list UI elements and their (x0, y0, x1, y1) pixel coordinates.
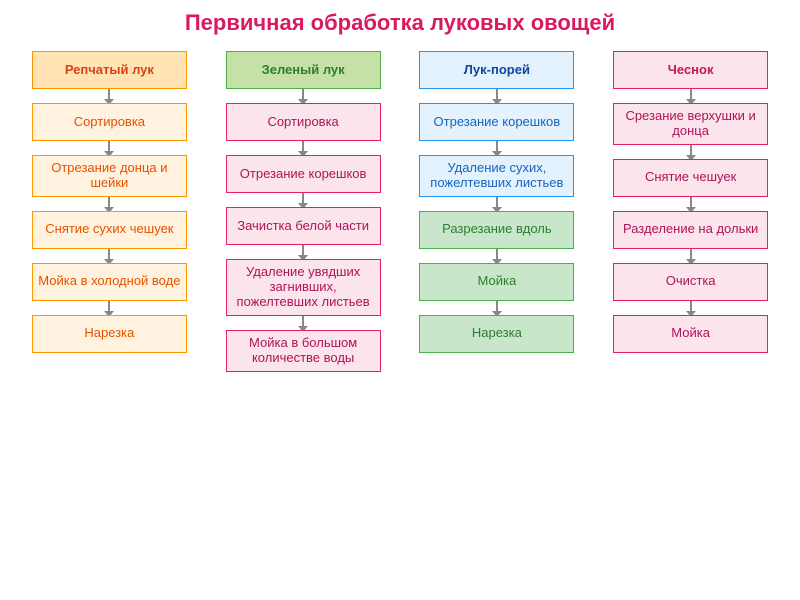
step-node: Снятие чешуек (613, 159, 768, 197)
step-node: Срезание верхушки и донца (613, 103, 768, 145)
step-node: Разрезание вдоль (419, 211, 574, 249)
page-title: Первичная обработка луковых овощей (20, 10, 780, 36)
step-node: Удаление увядших загнивших, пожелтевших … (226, 259, 381, 316)
step-node: Нарезка (32, 315, 187, 353)
arrow (686, 301, 696, 315)
column-leek: Лук-порей Отрезание корешков Удаление су… (408, 51, 587, 372)
column-green-onion: Зеленый лук Сортировка Отрезание корешко… (214, 51, 393, 372)
header-garlic: Чеснок (613, 51, 768, 89)
step-node: Мойка (419, 263, 574, 301)
header-leek: Лук-порей (419, 51, 574, 89)
step-node: Мойка (613, 315, 768, 353)
arrow (298, 193, 308, 207)
step-node: Мойка в холодной воде (32, 263, 187, 301)
arrow (686, 89, 696, 103)
column-garlic: Чеснок Срезание верхушки и донца Снятие … (601, 51, 780, 372)
arrow (298, 316, 308, 330)
arrow (686, 197, 696, 211)
arrow (298, 245, 308, 259)
arrow (104, 249, 114, 263)
column-onion: Репчатый лук Сортировка Отрезание донца … (20, 51, 199, 372)
arrow (298, 141, 308, 155)
step-node: Удаление сухих, пожелтевших листьев (419, 155, 574, 197)
step-node: Разделение на дольки (613, 211, 768, 249)
step-node: Очистка (613, 263, 768, 301)
step-node: Зачистка белой части (226, 207, 381, 245)
arrow (686, 145, 696, 159)
arrow (492, 301, 502, 315)
flowchart-columns: Репчатый лук Сортировка Отрезание донца … (20, 51, 780, 372)
arrow (492, 89, 502, 103)
arrow (492, 197, 502, 211)
step-node: Снятие сухих чешуек (32, 211, 187, 249)
header-onion: Репчатый лук (32, 51, 187, 89)
step-node: Отрезание донца и шейки (32, 155, 187, 197)
step-node: Сортировка (32, 103, 187, 141)
step-node: Сортировка (226, 103, 381, 141)
arrow (686, 249, 696, 263)
header-green-onion: Зеленый лук (226, 51, 381, 89)
arrow (492, 249, 502, 263)
step-node: Нарезка (419, 315, 574, 353)
arrow (104, 197, 114, 211)
arrow (298, 89, 308, 103)
step-node: Отрезание корешков (419, 103, 574, 141)
arrow (104, 301, 114, 315)
step-node: Мойка в большом количестве воды (226, 330, 381, 372)
arrow (492, 141, 502, 155)
arrow (104, 89, 114, 103)
step-node: Отрезание корешков (226, 155, 381, 193)
arrow (104, 141, 114, 155)
